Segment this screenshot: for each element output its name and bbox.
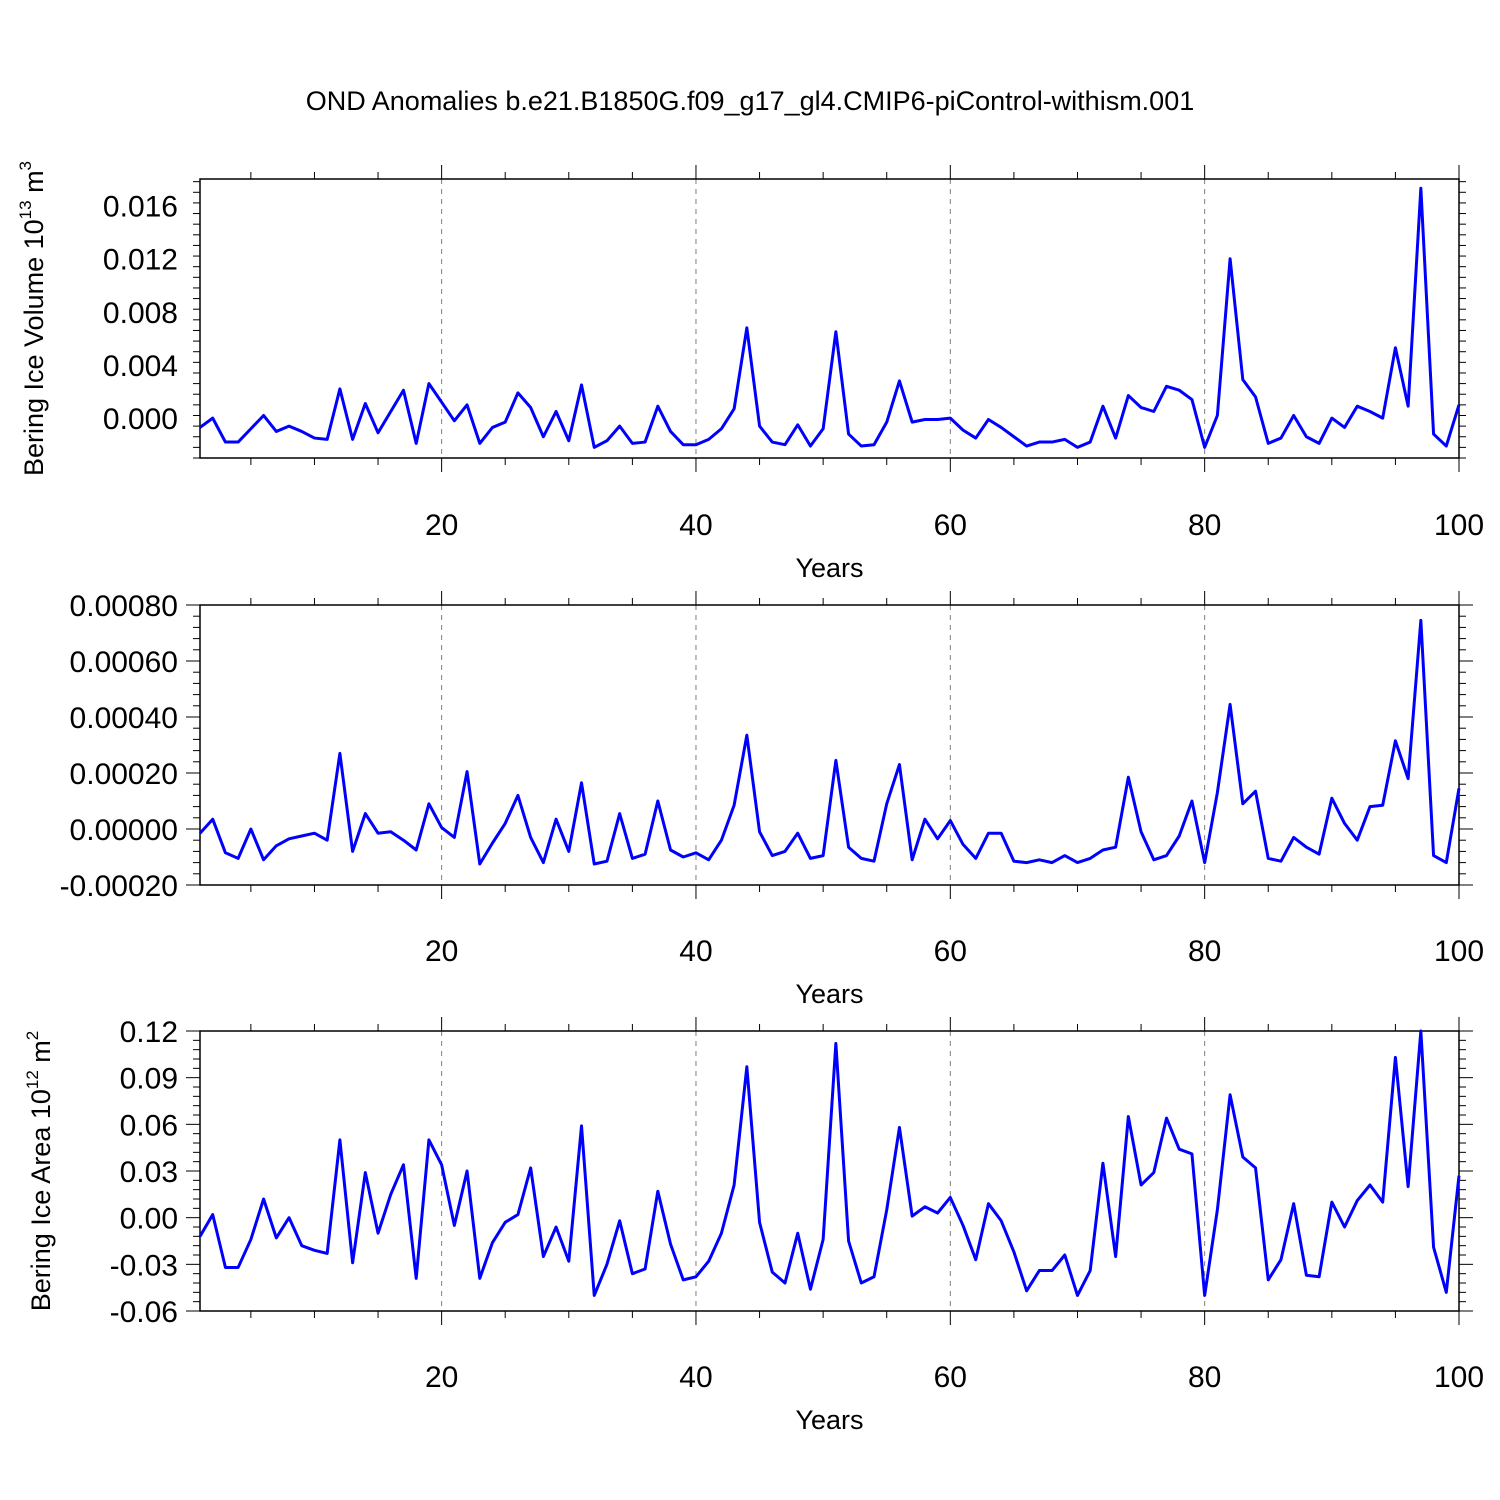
plot-frame	[199, 1030, 1460, 1312]
x-tick-label: 80	[1188, 1361, 1221, 1394]
x-axis-title: Years	[795, 1405, 863, 1435]
y-tick-label: 0.12	[120, 1016, 178, 1049]
chart-title: OND Anomalies b.e21.B1850G.f09_g17_gl4.C…	[305, 86, 1195, 116]
y-tick-label: 0.00	[120, 1203, 178, 1236]
y-axis-title-superscript: 3	[16, 161, 35, 170]
x-tick-label: 80	[1188, 935, 1221, 968]
y-tick-label: 0.00020	[70, 758, 178, 791]
y-axis-title-part: Bering Ice Volume 10	[19, 219, 49, 476]
y-axis-title: Bering Ice Area 1012 m2	[23, 1031, 56, 1312]
y-tick-label: 0.00080	[70, 590, 178, 623]
y-tick-label: 0.004	[103, 350, 178, 383]
y-tick-label: -0.03	[110, 1249, 178, 1282]
y-tick-label: -0.06	[110, 1296, 178, 1329]
y-tick-label: 0.00000	[70, 814, 178, 847]
x-tick-label: 60	[934, 509, 967, 542]
x-tick-label: 40	[679, 935, 712, 968]
y-tick-label: 0.008	[103, 297, 178, 330]
x-tick-label: 20	[425, 935, 458, 968]
y-tick-label: 0.00060	[70, 646, 178, 679]
x-tick-label: 80	[1188, 509, 1221, 542]
x-tick-label: 100	[1434, 935, 1484, 968]
y-tick-label: 0.016	[103, 191, 178, 224]
y-axis-title: Bering Ice Volume 1013 m3	[16, 161, 49, 476]
y-tick-label: 0.03	[120, 1156, 178, 1189]
y-tick-label: -0.00020	[60, 870, 178, 903]
x-tick-label: 100	[1434, 1361, 1484, 1394]
x-tick-label: 20	[425, 1361, 458, 1394]
y-axis-title-part: m	[26, 1040, 56, 1070]
plot-frame	[199, 178, 1460, 459]
y-axis-title-superscript: 13	[16, 200, 35, 219]
x-tick-label: 40	[679, 1361, 712, 1394]
y-axis-title-part: m	[19, 170, 49, 200]
y-tick-label: 0.000	[103, 403, 178, 436]
x-tick-label: 20	[425, 509, 458, 542]
y-tick-label: 0.06	[120, 1109, 178, 1142]
x-tick-label: 40	[679, 509, 712, 542]
y-tick-label: 0.012	[103, 244, 178, 277]
series-line	[198, 1029, 1461, 1297]
y-axis-title-superscript: 12	[23, 1070, 42, 1089]
series-line	[199, 186, 1461, 449]
x-tick-label: 60	[934, 1361, 967, 1394]
x-axis-title: Years	[795, 979, 863, 1009]
y-tick-label: 0.09	[120, 1063, 178, 1096]
series-line	[198, 618, 1461, 866]
x-tick-label: 60	[934, 935, 967, 968]
x-axis-title: Years	[795, 553, 863, 583]
x-tick-label: 100	[1434, 509, 1484, 542]
y-tick-label: 0.00040	[70, 702, 178, 735]
plot-frame	[199, 604, 1460, 886]
y-axis-title-part: Bering Ice Area 10	[26, 1089, 56, 1311]
y-axis-title-superscript: 2	[23, 1031, 42, 1040]
